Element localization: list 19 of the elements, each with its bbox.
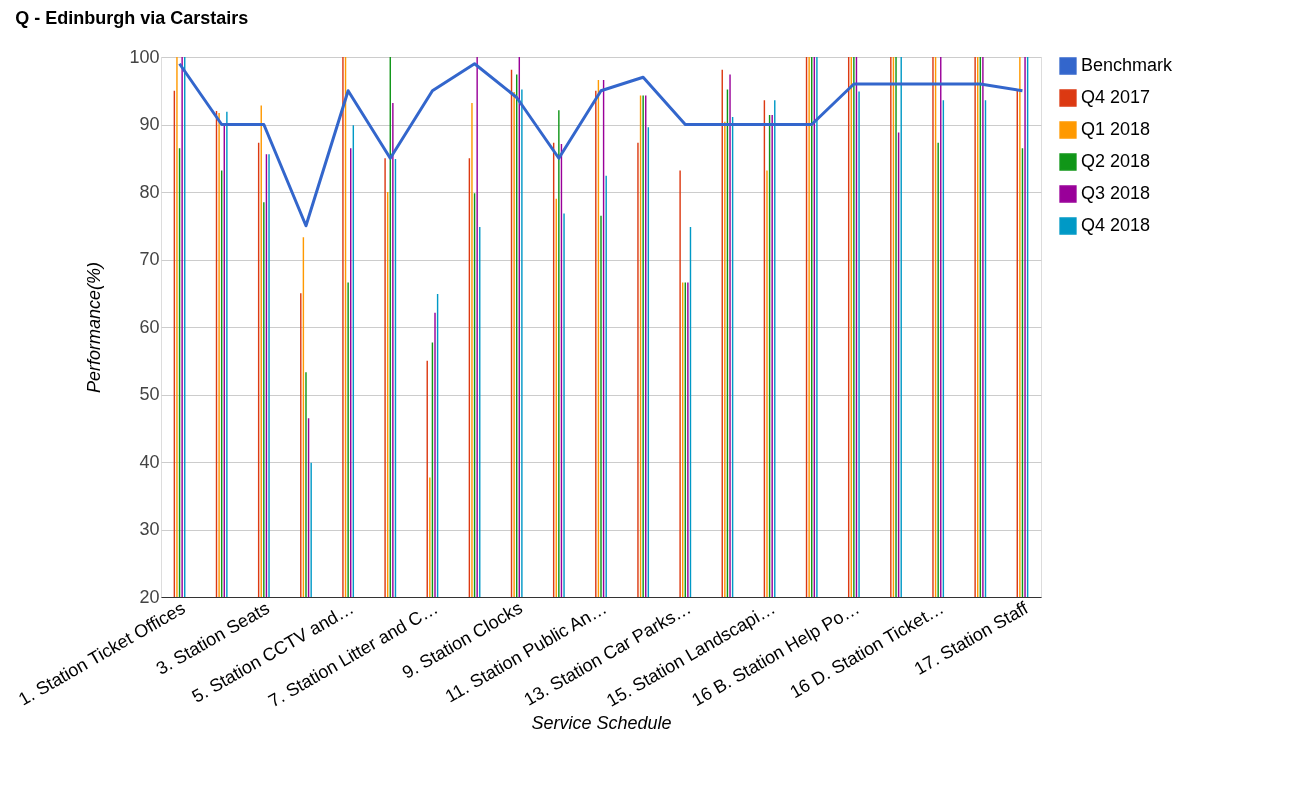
legend-label: Benchmark <box>1081 55 1174 75</box>
line-series <box>178 62 1024 228</box>
y-tick-label: 90 <box>139 114 160 134</box>
y-tick-label: 100 <box>129 46 160 67</box>
legend-label: Q2 2018 <box>1081 151 1151 171</box>
legend-label: Q4 2018 <box>1081 215 1151 235</box>
x-axis-title: Service Schedule <box>531 713 672 734</box>
y-tick-label: 50 <box>139 384 160 404</box>
y-tick-label: 60 <box>139 316 160 337</box>
y-axis-title: Performance(%) <box>84 261 105 394</box>
y-tick-label: 80 <box>139 181 160 202</box>
legend-label: Q4 2017 <box>1081 87 1151 107</box>
legend-label: Q1 2018 <box>1081 119 1151 139</box>
y-tick-label: 20 <box>139 586 160 607</box>
y-tick-label: 30 <box>139 519 160 539</box>
y-tick-label: 70 <box>139 249 160 269</box>
chart-title: Q - Edinburgh via Carstairs <box>15 8 249 28</box>
y-tick-label: 40 <box>139 451 160 472</box>
legend-label: Q3 2018 <box>1081 183 1151 203</box>
